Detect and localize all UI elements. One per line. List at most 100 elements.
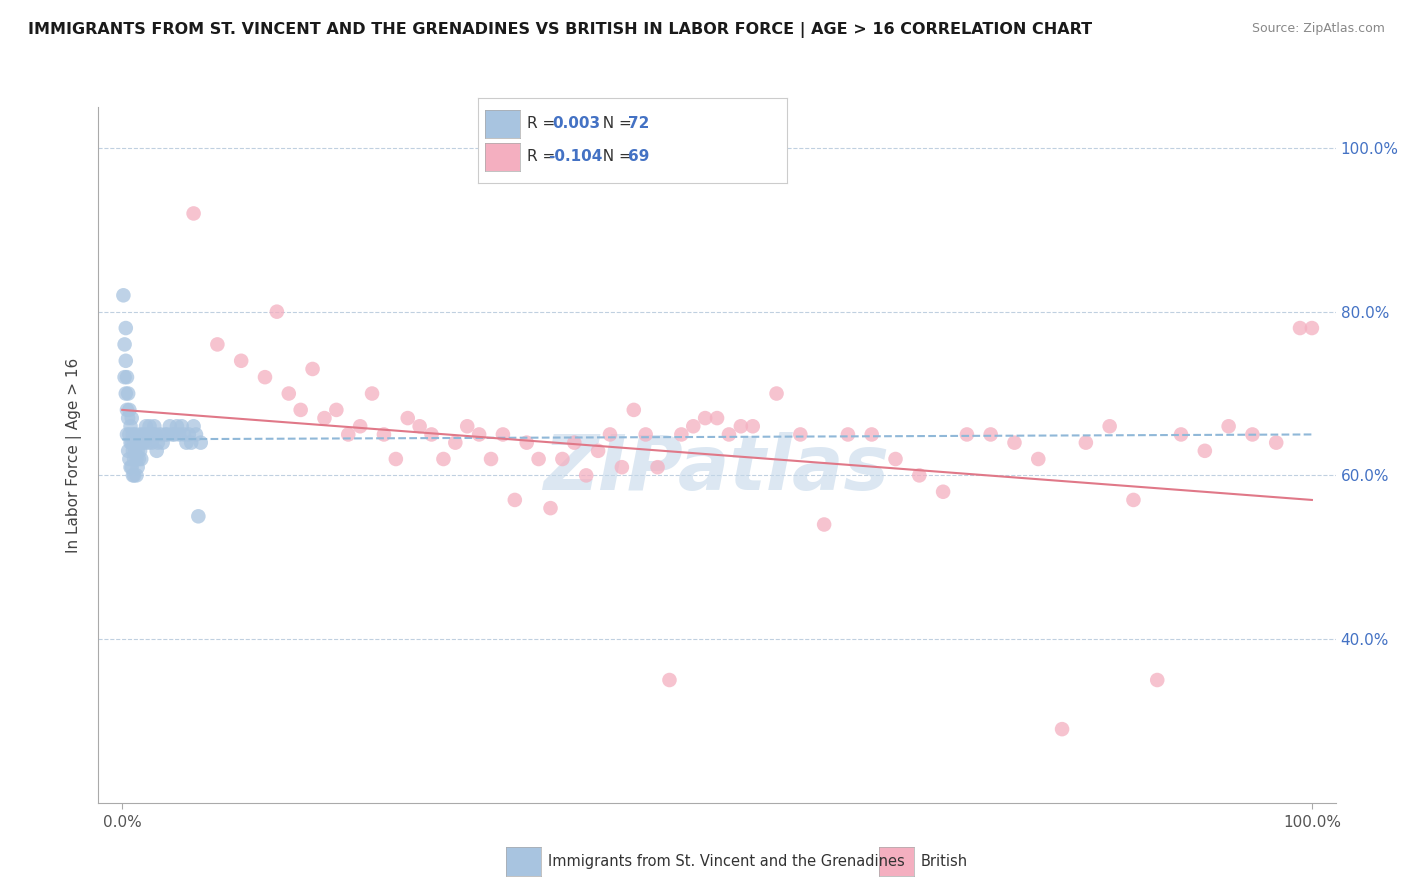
Point bbox=[207, 337, 229, 351]
Point bbox=[115, 370, 138, 384]
Point bbox=[166, 419, 188, 434]
Point bbox=[314, 411, 336, 425]
Point bbox=[277, 386, 299, 401]
Text: Source: ZipAtlas.com: Source: ZipAtlas.com bbox=[1251, 22, 1385, 36]
Point bbox=[134, 435, 156, 450]
Point bbox=[120, 419, 142, 434]
Point bbox=[122, 435, 145, 450]
Point bbox=[180, 435, 202, 450]
Point bbox=[1289, 321, 1312, 335]
Point bbox=[373, 427, 395, 442]
Point bbox=[118, 403, 141, 417]
Point bbox=[444, 435, 467, 450]
Point bbox=[527, 452, 550, 467]
Point bbox=[156, 427, 179, 442]
Point bbox=[671, 427, 693, 442]
Point bbox=[128, 452, 150, 467]
Point bbox=[540, 501, 562, 516]
Point bbox=[492, 427, 515, 442]
Point bbox=[153, 427, 176, 442]
Point bbox=[717, 427, 740, 442]
Point bbox=[143, 419, 166, 434]
Point bbox=[1122, 492, 1144, 507]
Point bbox=[575, 468, 598, 483]
Point bbox=[121, 411, 143, 425]
Point bbox=[408, 419, 430, 434]
Point bbox=[138, 435, 160, 450]
Point bbox=[1194, 443, 1216, 458]
Text: N =: N = bbox=[593, 150, 637, 164]
Point bbox=[145, 443, 167, 458]
Point bbox=[980, 427, 1002, 442]
Point bbox=[266, 304, 288, 318]
Point bbox=[1074, 435, 1097, 450]
Point bbox=[114, 321, 136, 335]
Point bbox=[120, 460, 142, 475]
Point bbox=[730, 419, 752, 434]
Point bbox=[135, 419, 157, 434]
Point bbox=[1301, 321, 1323, 335]
Point bbox=[118, 452, 141, 467]
Point bbox=[177, 427, 200, 442]
Point bbox=[503, 492, 526, 507]
Point bbox=[647, 460, 669, 475]
Point bbox=[131, 435, 153, 450]
Text: -0.104: -0.104 bbox=[548, 150, 603, 164]
Point bbox=[325, 403, 347, 417]
Point bbox=[516, 435, 538, 450]
Point bbox=[396, 411, 419, 425]
Point bbox=[170, 419, 193, 434]
Point bbox=[120, 435, 142, 450]
Point bbox=[183, 419, 205, 434]
Point bbox=[349, 419, 371, 434]
Point bbox=[115, 427, 138, 442]
Point bbox=[884, 452, 907, 467]
Point bbox=[420, 427, 443, 442]
Point bbox=[142, 427, 165, 442]
Point bbox=[117, 386, 139, 401]
Point bbox=[658, 673, 681, 687]
Point bbox=[190, 435, 212, 450]
Point bbox=[301, 362, 323, 376]
Point bbox=[599, 427, 621, 442]
Point bbox=[695, 411, 717, 425]
Point bbox=[138, 419, 160, 434]
Point bbox=[122, 427, 145, 442]
Point bbox=[468, 427, 491, 442]
Point bbox=[231, 353, 253, 368]
Point bbox=[1026, 452, 1049, 467]
Point bbox=[124, 427, 146, 442]
Point bbox=[125, 452, 148, 467]
Point bbox=[837, 427, 859, 442]
Point bbox=[1265, 435, 1288, 450]
Point bbox=[129, 427, 152, 442]
Text: 69: 69 bbox=[628, 150, 650, 164]
Point bbox=[122, 468, 145, 483]
Point bbox=[149, 427, 172, 442]
Point bbox=[118, 427, 141, 442]
Point bbox=[610, 460, 633, 475]
Point bbox=[813, 517, 835, 532]
Point bbox=[115, 403, 138, 417]
Point bbox=[127, 460, 149, 475]
Point bbox=[385, 452, 408, 467]
Point bbox=[432, 452, 454, 467]
Point bbox=[122, 468, 145, 483]
Point bbox=[127, 443, 149, 458]
Point bbox=[682, 419, 704, 434]
Point bbox=[121, 435, 143, 450]
Point bbox=[114, 353, 136, 368]
Text: IMMIGRANTS FROM ST. VINCENT AND THE GRENADINES VS BRITISH IN LABOR FORCE | AGE >: IMMIGRANTS FROM ST. VINCENT AND THE GREN… bbox=[28, 22, 1092, 38]
Point bbox=[956, 427, 979, 442]
Point bbox=[124, 443, 146, 458]
Text: Immigrants from St. Vincent and the Grenadines: Immigrants from St. Vincent and the Gren… bbox=[548, 855, 905, 869]
Point bbox=[132, 427, 155, 442]
Point bbox=[121, 460, 143, 475]
Point bbox=[1218, 419, 1240, 434]
Point bbox=[706, 411, 728, 425]
Point bbox=[184, 427, 207, 442]
Point bbox=[122, 452, 145, 467]
Point bbox=[860, 427, 883, 442]
Point bbox=[634, 427, 657, 442]
Point bbox=[163, 427, 186, 442]
